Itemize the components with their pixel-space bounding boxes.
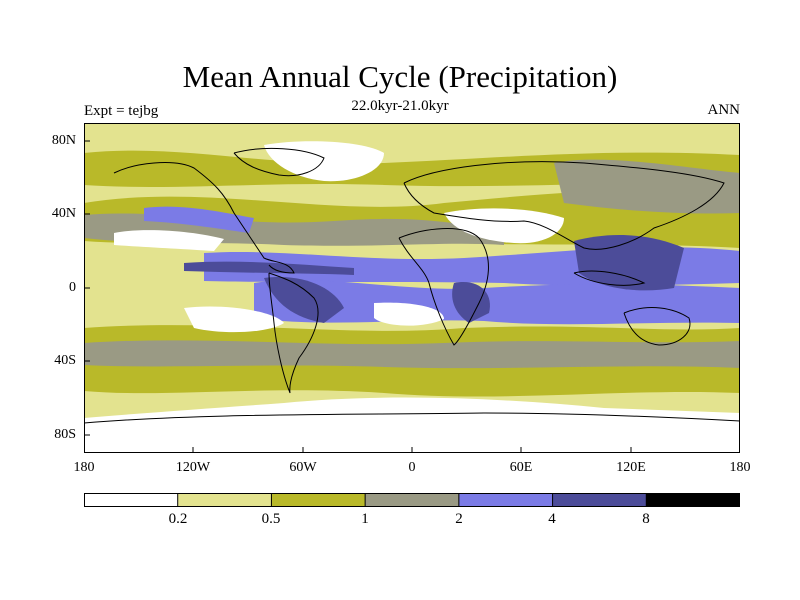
colorbar-label-0-5: 0.5 <box>261 511 281 527</box>
colorbar-label-1: 1 <box>361 511 369 527</box>
field-dark-itcz-pacific <box>184 261 354 275</box>
chart-title: Mean Annual Cycle (Precipitation) <box>182 59 618 94</box>
coast-indonesia <box>573 270 646 286</box>
lat-label-40s: 40S <box>54 353 76 368</box>
experiment-label: Expt = tejbg <box>84 103 159 119</box>
colorbar-box-3 <box>364 493 460 507</box>
field-storm-track-asia <box>554 159 740 214</box>
lon-label-120e: 120E <box>616 460 646 475</box>
coast-greenland <box>233 147 325 177</box>
coast-north-america <box>113 162 295 274</box>
field-dark-congo <box>452 282 490 323</box>
field-blue-north-pacific <box>144 206 254 233</box>
coast-south-america <box>268 272 319 394</box>
lon-label-180e: 180 <box>729 460 751 475</box>
chart-subtitle: 22.0kyr-21.0kyr <box>351 98 449 114</box>
field-storm-track-south <box>84 340 740 369</box>
lon-label-60w: 60W <box>289 460 317 475</box>
axis-ticks <box>84 140 632 453</box>
lon-label-60e: 60E <box>509 460 533 475</box>
coast-eurasia <box>403 161 725 250</box>
colorbar-label-0-2: 0.2 <box>168 511 188 527</box>
precipitation-field <box>84 123 740 453</box>
colorbar <box>84 493 740 507</box>
coast-australia <box>623 307 691 346</box>
colorbar-box-1 <box>177 493 273 507</box>
coastlines <box>84 147 740 424</box>
coast-antarctica <box>84 412 740 424</box>
lon-label-120w: 120W <box>175 460 211 475</box>
precipitation-map <box>84 123 740 453</box>
coast-africa <box>398 228 489 346</box>
colorbar-label-4: 4 <box>548 511 556 527</box>
season-label: ANN <box>707 102 741 118</box>
colorbar-box-2 <box>270 493 367 507</box>
field-dry-antarctica <box>84 397 740 453</box>
lon-label-180w: 180 <box>73 460 95 475</box>
field-dry-north-pacific <box>114 230 224 251</box>
lat-label-0: 0 <box>69 280 76 295</box>
colorbar-box-5 <box>552 493 648 507</box>
lat-label-80n: 80N <box>51 133 76 148</box>
lat-label-40n: 40N <box>51 206 76 221</box>
colorbar-box-6 <box>645 493 740 507</box>
colorbar-box-4 <box>458 493 554 507</box>
lon-label-0: 0 <box>408 460 416 475</box>
colorbar-box-0 <box>84 493 179 507</box>
lat-label-80s: 80S <box>54 427 76 442</box>
colorbar-label-2: 2 <box>455 511 463 527</box>
field-dry-south-pacific <box>184 306 284 333</box>
field-dry-arctic <box>264 141 384 182</box>
field-dry-south-atlantic <box>374 302 444 326</box>
field-dark-amazon <box>264 277 344 323</box>
colorbar-label-8: 8 <box>642 511 650 527</box>
colorbar-frame <box>84 493 740 507</box>
